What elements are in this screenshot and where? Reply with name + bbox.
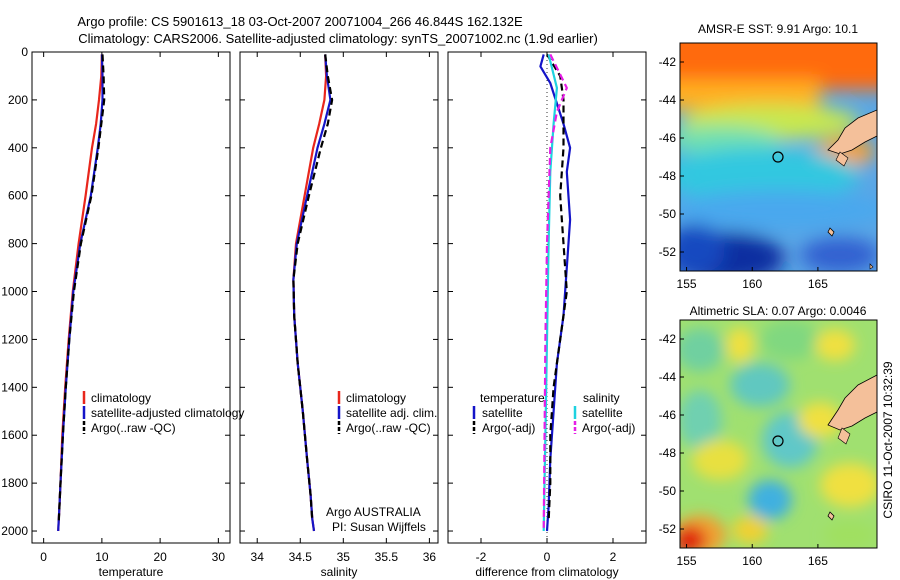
- y-tick-label: -48: [659, 446, 677, 460]
- x-tick-label: 30: [212, 550, 226, 564]
- sst-map-title: AMSR-E SST: 9.91 Argo: 10.1: [698, 22, 858, 36]
- new-zealand-land: [827, 374, 877, 431]
- argo-float-marker: [772, 435, 784, 447]
- plot-frame: [31, 51, 231, 544]
- salinity-legend: climatology satellite adj. clim. Argo(..…: [326, 391, 437, 534]
- salinity-panel: 34 34.5 35 35.5 36 salinity: [239, 51, 439, 579]
- x-tick-label: 0: [40, 550, 47, 564]
- x-tick-label: 34.5: [289, 550, 313, 564]
- legend-label-argo: Argo(..raw -QC): [346, 421, 431, 435]
- figure-title-line1: Argo profile: CS 5901613_18 03-Oct-2007 …: [77, 14, 523, 29]
- y-tick-label: 1600: [1, 428, 28, 442]
- y-tick-label: 200: [8, 93, 28, 107]
- x-tick-label: 155: [677, 554, 697, 568]
- x-tick-label: 165: [808, 277, 828, 291]
- series-line-argo-raw-qc: [57, 54, 106, 522]
- difference-legend: temperature satellite Argo(-adj) salinit…: [472, 391, 635, 435]
- x-tick-label: -2: [476, 550, 487, 564]
- x-tick-label: 0: [544, 550, 551, 564]
- campbell-island: [869, 263, 874, 270]
- temperature-panel: 0 10 20 30 0 200 400 600 800 1000 1200 1400 1600 1800…: [1, 45, 231, 579]
- sla-map-title: Altimetric SLA: 0.07 Argo: 0.0046: [690, 304, 867, 318]
- y-tick-label: 1200: [1, 332, 28, 346]
- x-tick-label: 2: [610, 550, 617, 564]
- x-tick-label: 20: [153, 550, 167, 564]
- x-tick-label: 35.5: [375, 550, 399, 564]
- legend-heading-salinity: salinity: [583, 391, 620, 405]
- y-tick-label: 600: [8, 189, 28, 203]
- legend-label-sal-argo: Argo(-adj): [582, 421, 635, 435]
- x-tick-label: 10: [95, 550, 109, 564]
- y-tick-label: 800: [8, 237, 28, 251]
- x-tick-label: 155: [677, 277, 697, 291]
- legend-label-climatology: climatology: [346, 391, 406, 405]
- legend-heading-temperature: temperature: [480, 391, 545, 405]
- argo-float-marker: [772, 151, 784, 163]
- plot-frame: [239, 51, 439, 544]
- x-tick-label: 36: [423, 550, 437, 564]
- x-tick-label: 160: [742, 554, 762, 568]
- series-line-argo-raw-qc: [292, 54, 334, 522]
- argo-australia-label: Argo AUSTRALIA: [326, 505, 421, 519]
- y-tick-label: 0: [21, 45, 28, 59]
- x-axis-label: temperature: [99, 565, 164, 579]
- x-axis-label: difference from climatology: [475, 565, 618, 579]
- y-tick-label: 1000: [1, 285, 28, 299]
- y-tick-label: -46: [659, 408, 677, 422]
- stewart-island: [837, 427, 851, 445]
- y-tick-label: -46: [659, 131, 677, 145]
- legend-label-sal-satellite: satellite: [582, 406, 623, 420]
- series-line-salinity-argo-adj: [542, 53, 568, 532]
- x-tick-label: 35: [337, 550, 351, 564]
- auckland-island: [827, 511, 835, 521]
- new-zealand-land: [827, 109, 877, 155]
- y-tick-label: -52: [659, 522, 677, 536]
- x-tick-label: 165: [808, 554, 828, 568]
- legend-label-temp-satellite: satellite: [482, 406, 523, 420]
- legend-label-temp-argo: Argo(-adj): [482, 421, 535, 435]
- series-line-satellite-adjusted-climatology: [57, 54, 104, 532]
- x-tick-label: 34: [251, 550, 265, 564]
- auckland-island: [827, 227, 835, 237]
- y-tick-label: -42: [659, 55, 677, 69]
- legend-label-climatology: climatology: [91, 391, 151, 405]
- y-tick-label: -42: [659, 332, 677, 346]
- y-tick-label: 400: [8, 141, 28, 155]
- y-tick-label: -48: [659, 169, 677, 183]
- x-tick-label: 160: [742, 277, 762, 291]
- y-tick-label: -50: [659, 207, 677, 221]
- stewart-island: [835, 151, 849, 167]
- legend-label-satellite: satellite-adjusted climatology: [91, 406, 244, 420]
- series-line-salinity-satellite: [542, 54, 558, 532]
- sla-map-axes: 155 160 165 -42 -44 -46 -48 -50 -52: [659, 332, 829, 568]
- sst-heatmap: [680, 43, 877, 271]
- sst-map-axes: 155 160 165 -42 -44 -46 -48 -50 -52: [659, 55, 829, 291]
- y-tick-label: -44: [659, 93, 677, 107]
- legend-label-satellite: satellite adj. clim.: [346, 406, 437, 420]
- temperature-legend: climatology satellite-adjusted climatolo…: [82, 391, 244, 435]
- y-tick-label: 1800: [1, 476, 28, 490]
- csiro-timestamp: CSIRO 11-Oct-2007 10:32:39: [881, 361, 895, 519]
- pi-label: PI: Susan Wijffels: [332, 520, 426, 534]
- y-tick-label: -52: [659, 245, 677, 259]
- y-tick-label: 1400: [1, 380, 28, 394]
- y-tick-label: -50: [659, 484, 677, 498]
- figure-title-line2: Climatology: CARS2006. Satellite-adjuste…: [78, 31, 598, 46]
- sla-heatmap: [680, 320, 877, 548]
- x-axis-label: salinity: [321, 565, 358, 579]
- legend-label-argo: Argo(..raw -QC): [91, 421, 176, 435]
- y-tick-label: 2000: [1, 524, 28, 538]
- y-tick-label: -44: [659, 370, 677, 384]
